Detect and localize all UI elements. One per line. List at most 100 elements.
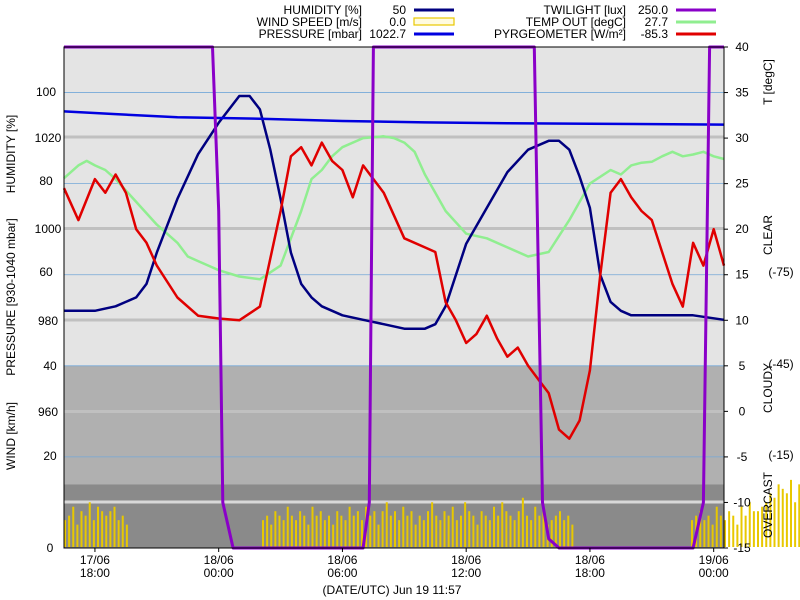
wind-bar <box>790 479 792 547</box>
sky-label-cloudy: CLOUDY <box>761 363 775 413</box>
wind-bar <box>431 502 434 547</box>
wind-bar <box>493 506 495 547</box>
right-tick-label: 10 <box>735 313 749 327</box>
wind-bar <box>736 524 739 547</box>
right-tick-label: 20 <box>735 222 749 236</box>
wind-bar <box>361 520 363 547</box>
wind-bar <box>748 502 751 547</box>
wind-bar <box>526 515 528 547</box>
right-tick-label: 30 <box>735 131 749 145</box>
pressure-tick: 1000 <box>35 222 62 236</box>
legend-value: 50 <box>393 3 407 17</box>
wind-bar <box>369 515 372 547</box>
x-tick-time: 18:00 <box>575 566 605 580</box>
wind-bar <box>707 515 710 547</box>
wind-bar <box>773 497 776 547</box>
wind-bar <box>356 511 359 547</box>
wind-tick: 0 <box>47 541 54 555</box>
wind-bar <box>385 502 388 547</box>
wind-bar <box>377 524 380 547</box>
x-tick-time: 00:00 <box>204 566 234 580</box>
wind-bar <box>542 511 545 547</box>
pyrgeometer-line <box>62 141 726 440</box>
wind-bar <box>352 515 355 547</box>
temp-out-line <box>63 135 725 281</box>
x-tick-time: 00:00 <box>699 566 729 580</box>
wind-bar <box>88 502 91 547</box>
legend-value: 27.7 <box>645 15 669 29</box>
wind-axis-label: WIND [km/h] <box>4 402 18 470</box>
wind-bar <box>443 511 446 547</box>
wind-bar <box>781 488 784 547</box>
x-axis-label: (DATE/UTC) Jun 19 11:57 <box>323 583 462 597</box>
wind-bar <box>451 506 454 547</box>
wind-bar <box>311 506 314 547</box>
right-tick-label: 35 <box>735 86 749 100</box>
legend-value: -85.3 <box>641 27 669 41</box>
wind-bar <box>480 511 483 547</box>
right-tick-label: -15 <box>733 541 751 555</box>
wind-bar <box>476 524 479 547</box>
wind-bar <box>266 515 269 547</box>
humidity-tick: 100 <box>36 85 56 99</box>
x-tick-date: 17/06 <box>80 553 110 567</box>
wind-bar <box>394 511 396 547</box>
wind-bar <box>538 515 541 547</box>
pyrgeometer-tick: (-75) <box>768 265 793 279</box>
wind-bar <box>488 520 491 547</box>
humidity-tick: 60 <box>39 265 53 279</box>
wind-bar <box>559 511 561 547</box>
wind-tick: 20 <box>43 449 57 463</box>
pyrgeometer-tick: (-45) <box>768 357 793 371</box>
wind-bar <box>732 515 735 547</box>
wind-bar <box>109 511 112 547</box>
pressure-line <box>63 110 725 126</box>
wind-bar <box>303 515 306 547</box>
wind-bar <box>299 511 302 547</box>
wind-bar <box>414 524 417 547</box>
pressure-tick: 960 <box>38 405 58 419</box>
wind-bar <box>691 520 693 547</box>
wind-bar <box>571 524 574 547</box>
wind-bar <box>464 502 467 547</box>
legend-label: WIND SPEED [m/s] <box>257 15 362 29</box>
x-tick-date: 18/06 <box>451 553 481 567</box>
wind-bar <box>68 515 71 547</box>
wind-bar <box>262 520 264 547</box>
wind-bar <box>410 511 413 547</box>
wind-bar <box>447 515 450 547</box>
wind-bar <box>567 515 570 547</box>
wind-bar <box>521 497 524 547</box>
wind-bar <box>765 502 768 547</box>
wind-bar <box>92 520 95 547</box>
x-tick-time: 06:00 <box>327 566 357 580</box>
wind-bar <box>757 511 759 547</box>
legend-value: 0.0 <box>389 15 406 29</box>
cloudy-band <box>64 365 724 485</box>
wind-bar <box>530 520 533 547</box>
x-tick-date: 19/06 <box>699 553 729 567</box>
clear-band <box>64 47 724 366</box>
pressure-axis-label: PRESSURE [930-1040 mbar] <box>4 218 18 375</box>
x-tick-time: 18:00 <box>80 566 110 580</box>
wind-bar <box>798 484 800 547</box>
wind-bar <box>460 515 462 547</box>
wind-bar <box>332 524 335 547</box>
wind-bar <box>113 506 116 547</box>
wind-bar <box>80 511 83 547</box>
wind-bar <box>550 520 553 547</box>
wind-bar <box>455 520 458 547</box>
wind-bar <box>76 524 79 547</box>
wind-bar <box>497 515 500 547</box>
right-tick-label: 15 <box>735 268 749 282</box>
wind-bar <box>274 511 277 547</box>
legend-label: TEMP OUT [degC] <box>526 15 626 29</box>
wind-bar <box>711 524 714 547</box>
wind-bar <box>117 520 120 547</box>
wind-bar <box>389 515 392 547</box>
right-tick-label: -5 <box>737 450 748 464</box>
wind-bar <box>439 520 442 547</box>
wind-bar <box>728 511 731 547</box>
wind-bar <box>295 520 297 547</box>
